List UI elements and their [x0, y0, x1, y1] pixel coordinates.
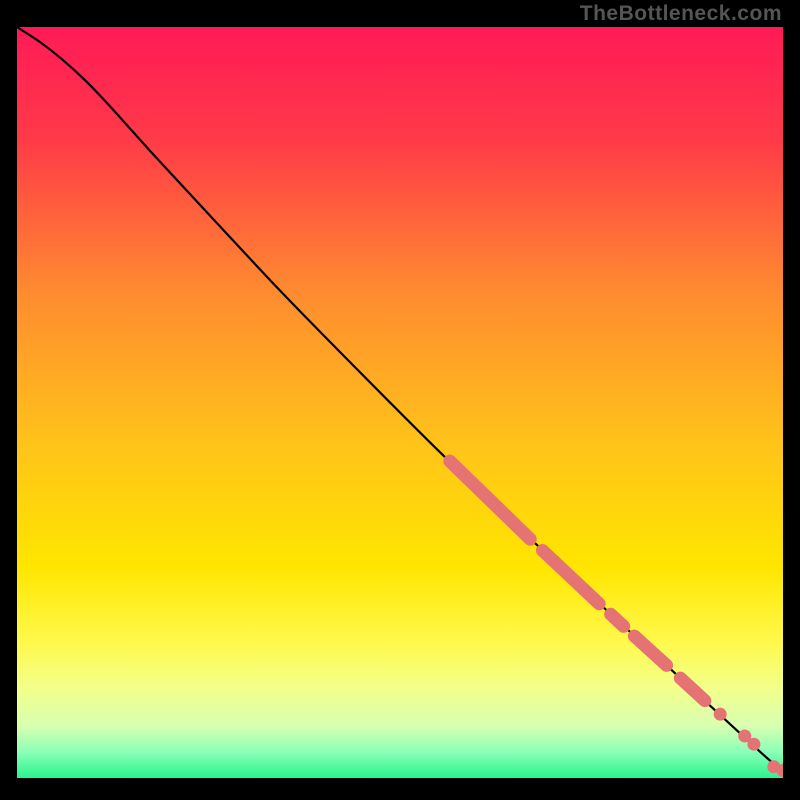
marker-dot — [777, 764, 790, 777]
attribution-label: TheBottleneck.com — [580, 2, 782, 26]
outer-frame: TheBottleneck.com — [0, 0, 800, 800]
marker-run — [611, 614, 624, 626]
chart-area: TheBottleneck.com — [0, 0, 800, 800]
marker-dot — [747, 738, 760, 751]
marker-dot — [714, 708, 727, 721]
chart-svg — [0, 0, 800, 800]
